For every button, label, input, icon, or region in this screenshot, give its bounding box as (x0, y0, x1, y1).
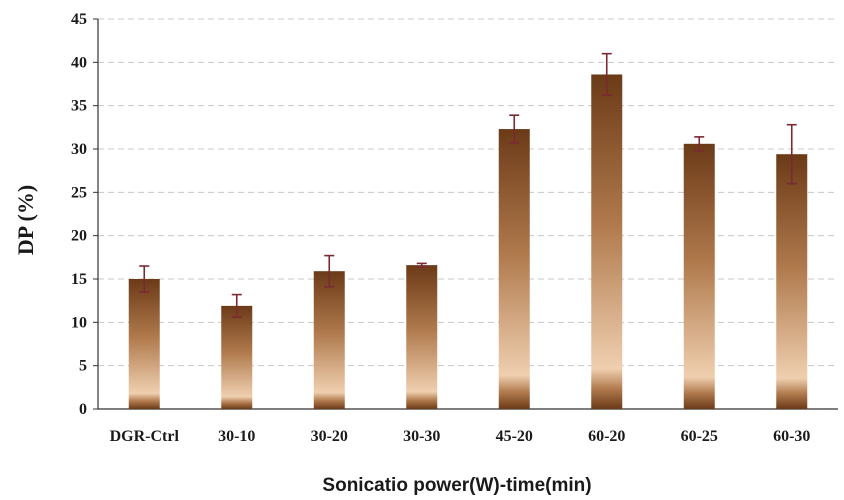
x-tick-label: 30-10 (218, 428, 255, 445)
bars (128, 74, 808, 410)
error-bar (694, 136, 705, 152)
gridlines (98, 18, 838, 367)
x-tick-label: 30-30 (403, 428, 440, 445)
bar-60-20 (591, 74, 623, 409)
y-tick-label: 45 (71, 11, 87, 28)
y-tick-label: 40 (71, 54, 87, 71)
y-tick-label: 5 (79, 358, 87, 375)
x-tick-label: 60-25 (681, 428, 718, 445)
x-tick-label: 30-20 (311, 428, 348, 445)
bar-30-10 (221, 305, 253, 409)
error-bar (231, 293, 242, 318)
y-tick-label: 25 (71, 184, 87, 201)
error-bar (601, 52, 612, 97)
x-tick-labels: DGR-Ctrl 30-10 30-20 30-30 45-20 60-20 60-25 60… (110, 428, 811, 445)
y-tick-labels: 0 5 10 15 20 25 30 35 40 45 (71, 11, 87, 418)
y-axis-label: DP (%) (13, 185, 38, 255)
bar-dgr-ctrl (128, 279, 160, 409)
bar-60-25 (683, 143, 715, 410)
y-tick-label: 35 (71, 98, 87, 115)
axes (93, 18, 838, 410)
bar-30-30 (406, 265, 438, 409)
x-tick-label: 45-20 (496, 428, 533, 445)
y-tick-label: 15 (71, 271, 87, 288)
x-axis-label: Sonicatio power(W)-time(min) (322, 475, 591, 496)
bar-60-30 (776, 154, 808, 409)
error-bar (416, 262, 427, 268)
bar-30-20 (313, 271, 345, 409)
error-bar (786, 123, 797, 185)
x-tick-label: DGR-Ctrl (110, 428, 180, 445)
error-bars (139, 52, 797, 318)
y-tick-label: 10 (71, 314, 87, 331)
y-tick-label: 30 (71, 141, 87, 158)
y-tick-label: 20 (71, 228, 87, 245)
x-tick-label: 60-20 (588, 428, 625, 445)
error-bar (324, 254, 335, 288)
y-tick-label: 0 (79, 401, 87, 418)
x-tick-label: 60-30 (773, 428, 810, 445)
error-bar (509, 114, 520, 144)
error-bar (139, 265, 150, 293)
bar-45-20 (498, 129, 530, 410)
